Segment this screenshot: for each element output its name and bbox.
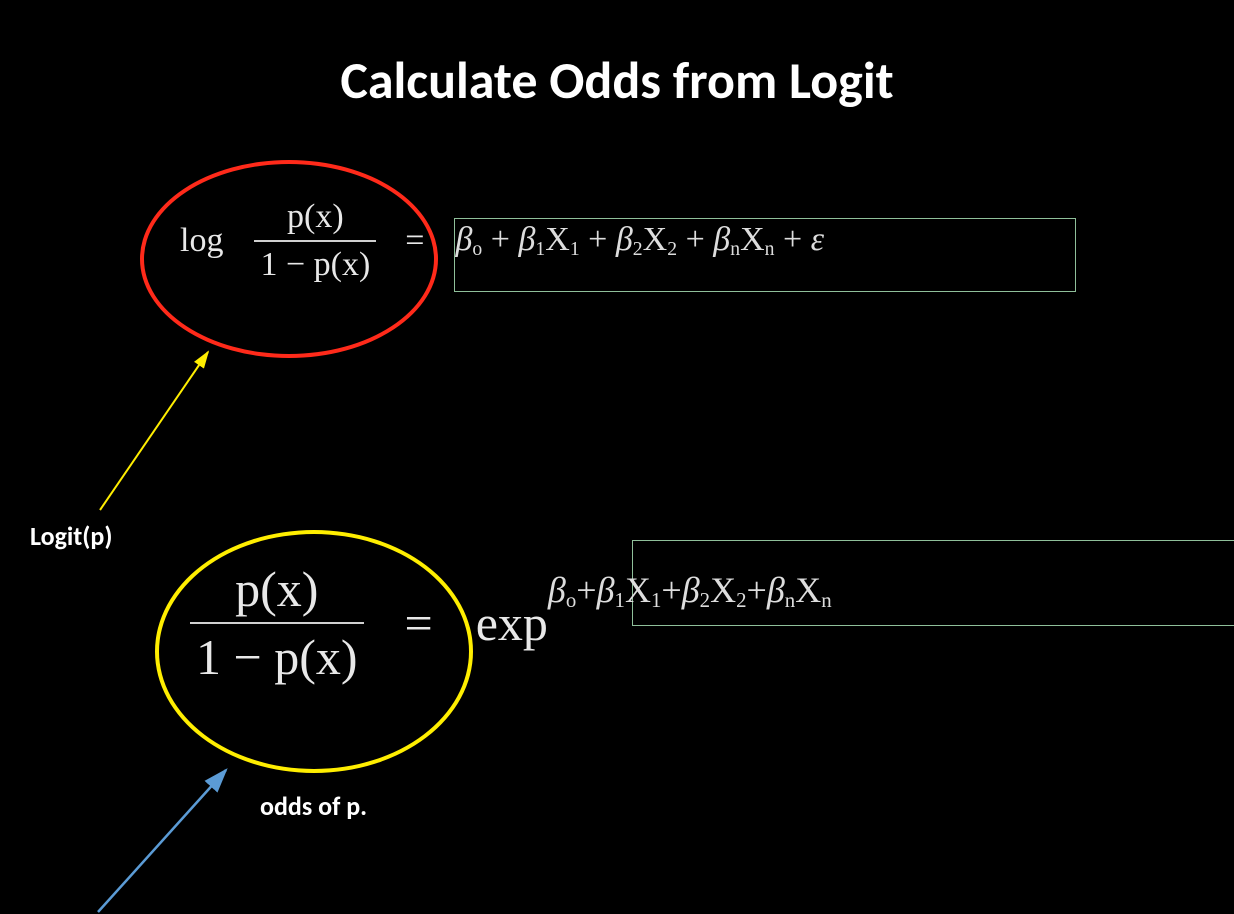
blue-arrow — [0, 0, 1234, 914]
slide-root: Calculate Odds from Logit log p(x) 1 − p… — [0, 0, 1234, 914]
